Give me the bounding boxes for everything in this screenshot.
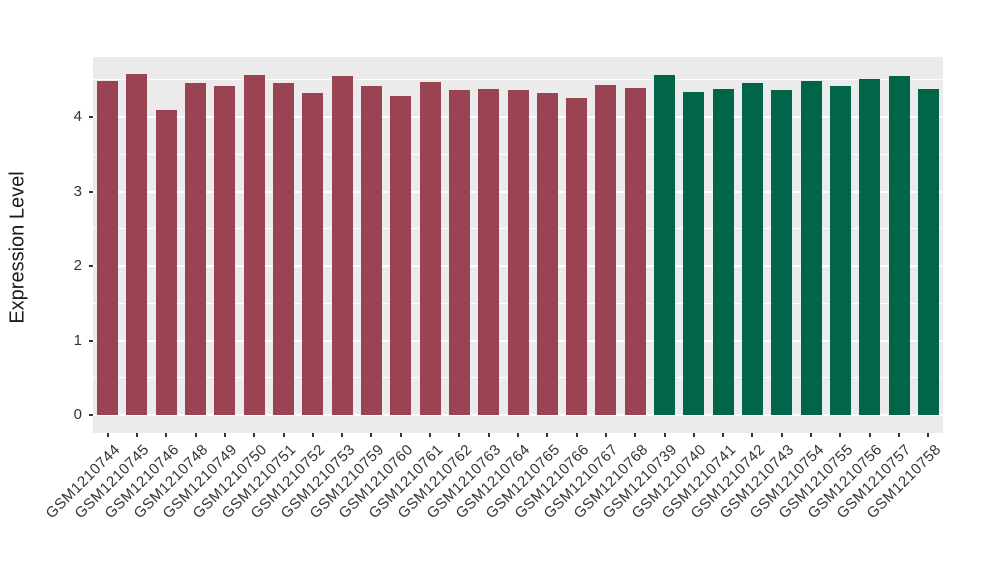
- x-axis-tick: [106, 433, 109, 437]
- bar-GSM1210755: [829, 86, 851, 415]
- bar-GSM1210745: [126, 73, 148, 415]
- bar-GSM1210739: [654, 75, 676, 415]
- x-axis-tick: [575, 433, 578, 437]
- y-axis-tick: [89, 190, 93, 193]
- bar-GSM1210766: [566, 97, 588, 415]
- bar-GSM1210765: [536, 93, 558, 415]
- bar-GSM1210746: [155, 109, 177, 415]
- minor-gridline: [93, 79, 943, 81]
- x-axis-tick: [780, 433, 783, 437]
- bar-GSM1210767: [595, 84, 617, 415]
- x-axis-tick: [517, 433, 519, 437]
- y-axis-tick: [89, 265, 93, 267]
- x-axis-tick: [868, 433, 871, 437]
- x-axis-tick: [487, 433, 490, 437]
- bar-GSM1210753: [331, 76, 353, 415]
- y-axis-title: Expression Level: [6, 171, 29, 324]
- bar-GSM1210760: [390, 96, 412, 415]
- bar-GSM1210757: [888, 76, 910, 415]
- x-axis-tick: [165, 433, 168, 437]
- bar-GSM1210744: [97, 81, 119, 415]
- bar-GSM1210752: [302, 93, 324, 415]
- x-axis-tick: [722, 433, 725, 437]
- x-axis-tick: [223, 433, 226, 437]
- bar-GSM1210764: [507, 90, 529, 415]
- x-axis-tick: [604, 433, 607, 437]
- x-axis-tick: [810, 433, 813, 437]
- x-axis-tick: [311, 433, 314, 437]
- x-axis-tick: [927, 433, 930, 437]
- y-tick-label: 0: [73, 406, 82, 423]
- x-axis-tick: [370, 433, 373, 437]
- x-axis-tick: [429, 433, 432, 437]
- x-axis-tick: [692, 433, 695, 437]
- bar-GSM1210768: [624, 87, 646, 415]
- x-axis-tick: [634, 433, 637, 437]
- y-tick-label: 3: [73, 182, 82, 200]
- x-axis-tick: [135, 433, 138, 437]
- x-axis-tick: [898, 433, 901, 437]
- x-axis-tick: [751, 433, 754, 437]
- bar-GSM1210742: [741, 82, 763, 415]
- y-axis-tick: [89, 339, 93, 342]
- y-axis-tick: [89, 116, 93, 118]
- bar-GSM1210759: [360, 86, 382, 415]
- bar-GSM1210740: [683, 91, 705, 415]
- x-axis-tick: [663, 433, 666, 437]
- bar-GSM1210763: [478, 88, 500, 415]
- bar-GSM1210751: [273, 83, 295, 415]
- x-axis-tick: [399, 433, 402, 437]
- y-tick-label: 2: [73, 257, 82, 274]
- x-axis-tick: [458, 433, 461, 437]
- y-axis-tick: [89, 414, 93, 416]
- bar-GSM1210749: [214, 86, 236, 415]
- x-axis-tick: [546, 433, 549, 437]
- bar-GSM1210756: [859, 79, 881, 415]
- bar-GSM1210750: [243, 74, 265, 415]
- bar-GSM1210762: [448, 90, 470, 415]
- bar-GSM1210743: [771, 90, 793, 415]
- major-gridline: [93, 414, 943, 416]
- x-axis-tick: [839, 433, 842, 437]
- plot-panel: [93, 57, 943, 433]
- bar-GSM1210741: [712, 88, 734, 415]
- x-axis-tick: [194, 433, 197, 437]
- bar-GSM1210758: [917, 88, 939, 415]
- x-axis-tick: [341, 433, 344, 437]
- bar-GSM1210748: [185, 82, 207, 415]
- x-axis-tick: [253, 433, 256, 437]
- y-tick-label: 4: [73, 108, 82, 125]
- y-tick-label: 1: [73, 331, 82, 349]
- x-axis-tick: [282, 433, 285, 437]
- bar-GSM1210754: [800, 81, 822, 415]
- bar-GSM1210761: [419, 81, 441, 415]
